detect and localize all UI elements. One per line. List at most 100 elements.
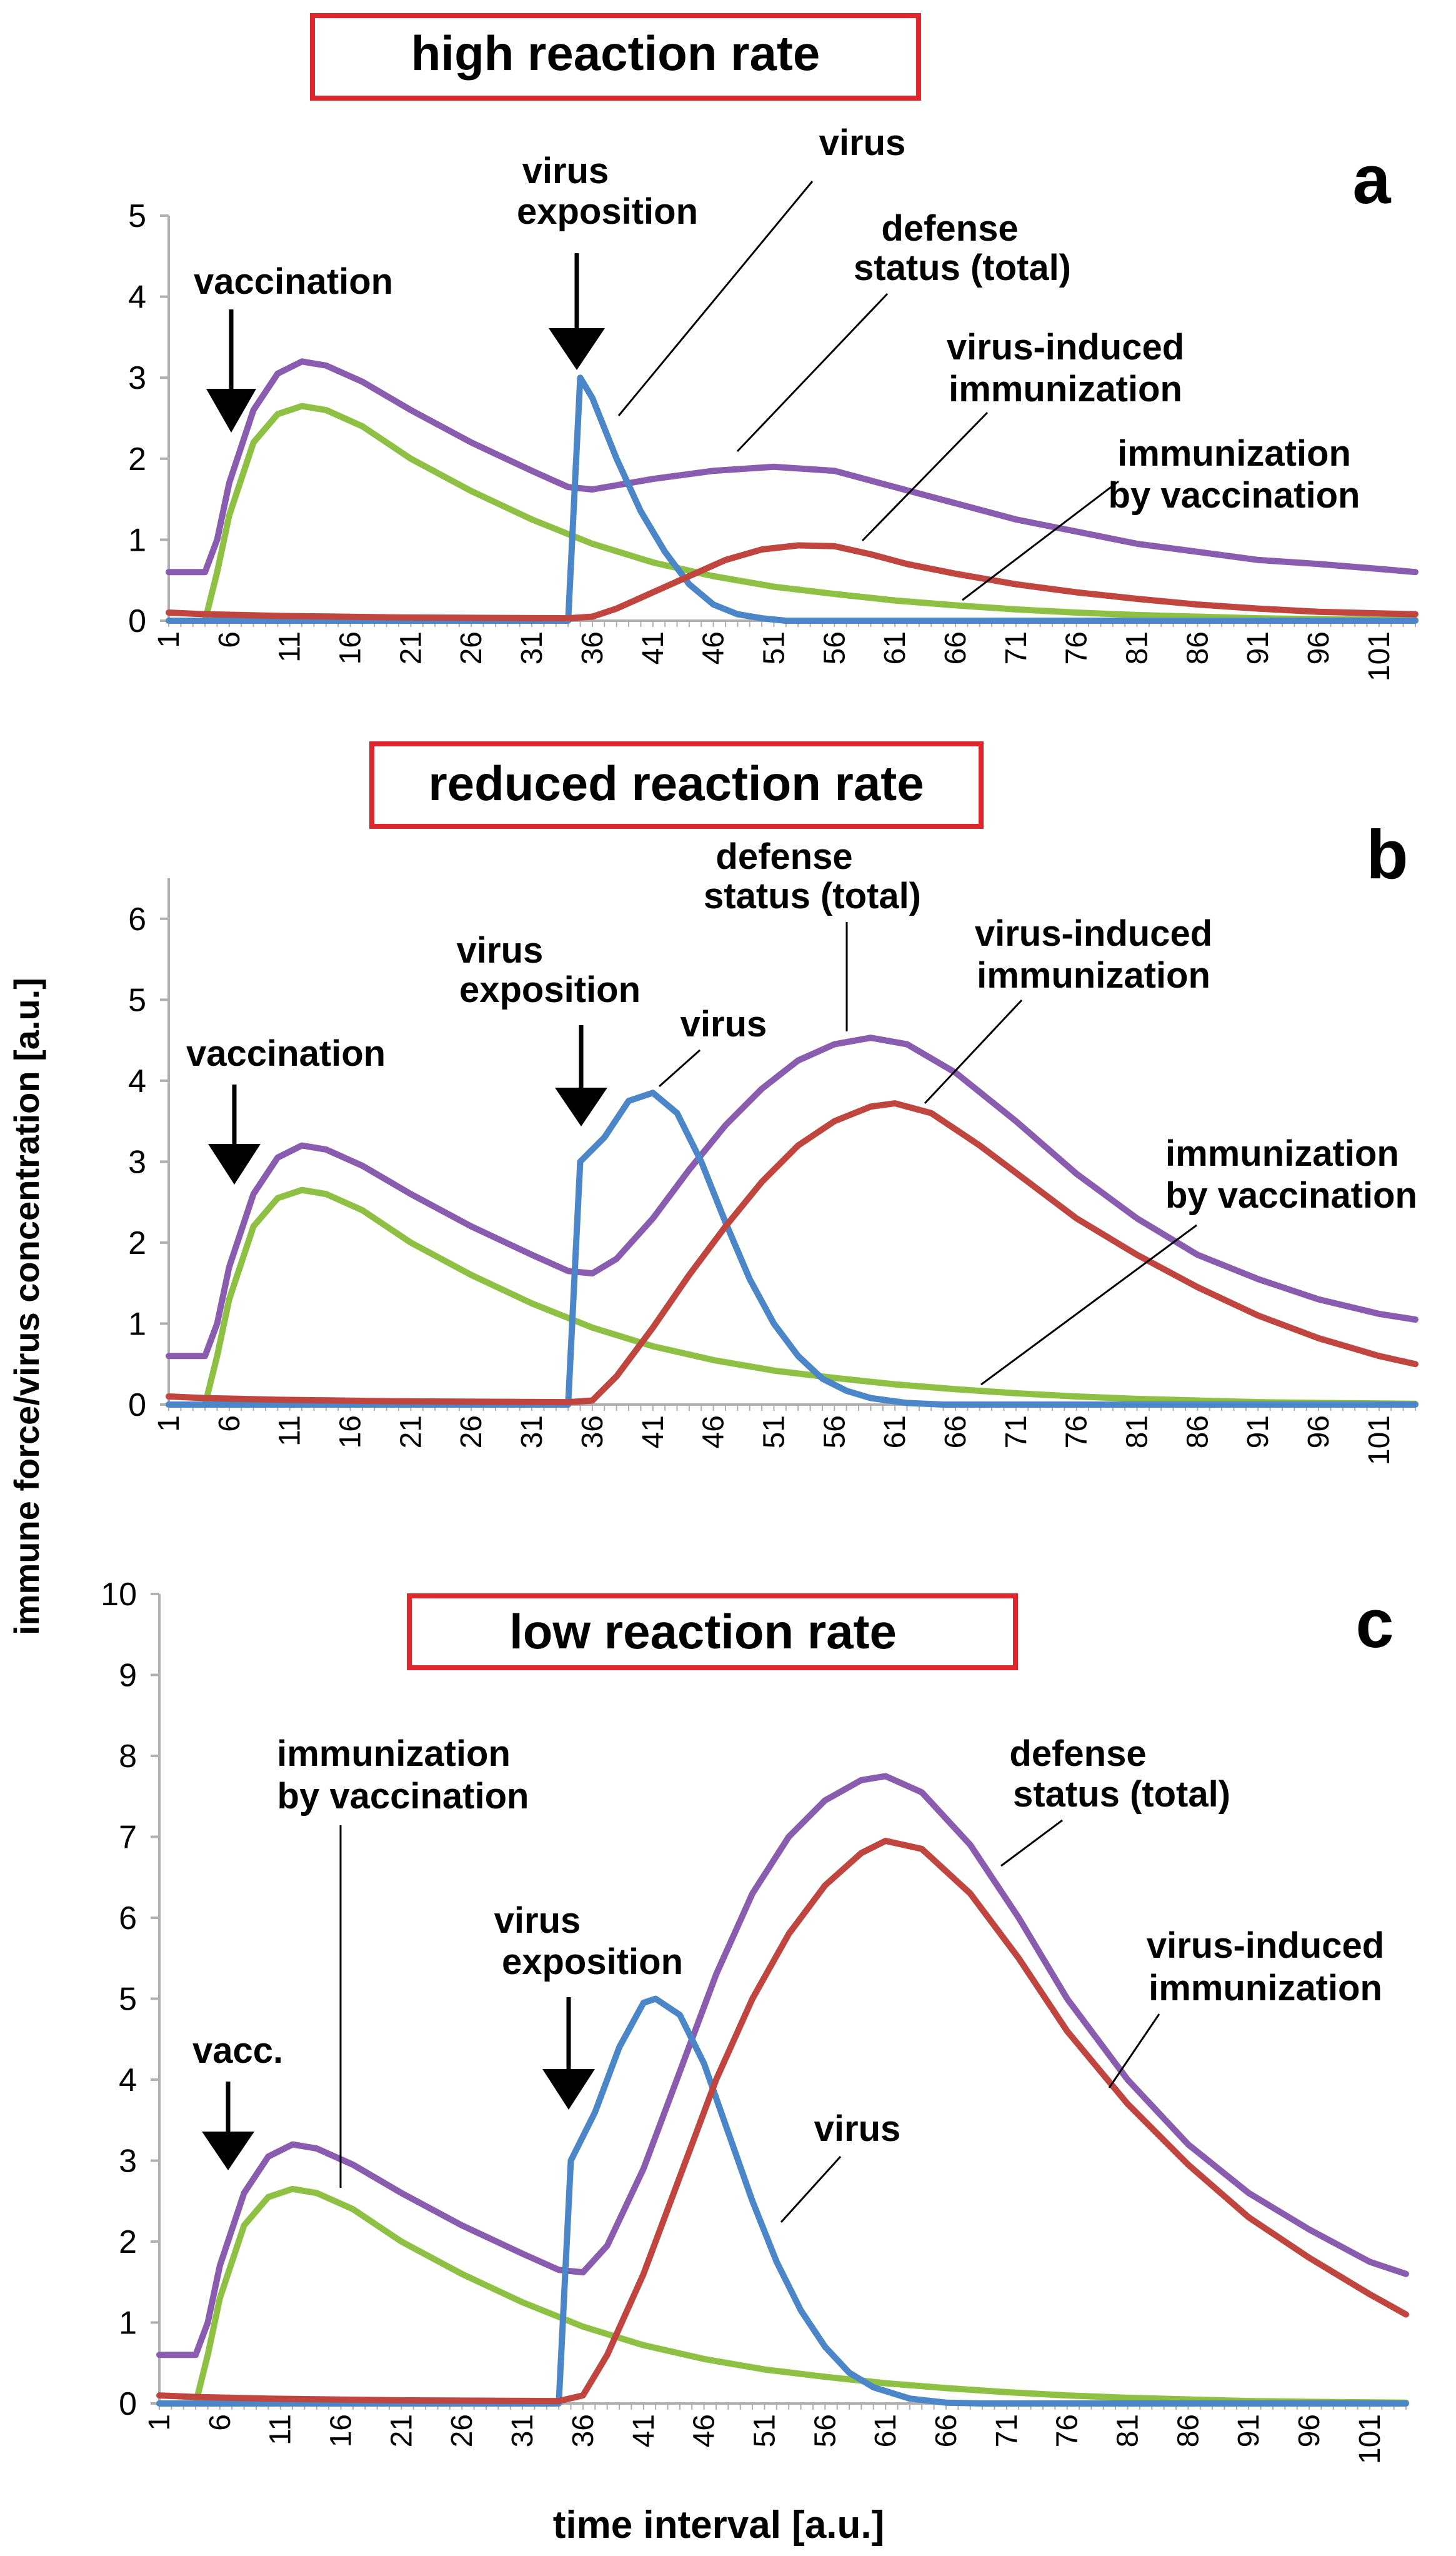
panel-b-x-tick-label: 66 xyxy=(939,1415,972,1448)
panel-c-series-virus xyxy=(156,1995,1409,2407)
panel-b-series xyxy=(166,1035,1419,1408)
panel-a-virus-induced-leader xyxy=(861,411,989,542)
panel-c-x-tick-label: 71 xyxy=(990,2414,1024,2447)
panel-a-title-box xyxy=(310,13,921,101)
panel-b-y-tick-label: 0 xyxy=(128,1387,146,1423)
panel-a-x-tick-label: 36 xyxy=(576,631,609,664)
panel-c-x-tick-label: 1 xyxy=(143,2414,176,2431)
panel-b-annotation-virus-exposition: virus exposition xyxy=(457,930,641,1010)
panel-a-virus-leader xyxy=(617,181,814,416)
panel-a-series-virus xyxy=(166,374,1419,624)
panel-c-y-tick-label: 1 xyxy=(119,2305,137,2342)
panel-b-letter: b xyxy=(1366,816,1408,893)
panel-b-y-tick-label: 4 xyxy=(128,1063,146,1100)
panel-c-y-tick-label: 3 xyxy=(119,2143,137,2180)
panel-b-virus-induced-leader xyxy=(924,999,1023,1105)
panel-c-x-tick-label: 76 xyxy=(1051,2414,1084,2447)
panel-a-x-tick-label: 11 xyxy=(274,631,307,663)
panel-c-x-tick-label: 51 xyxy=(748,2414,781,2447)
panel-b-x-tick-label: 101 xyxy=(1363,1415,1396,1465)
panel-c-annotation-vacc: vacc. xyxy=(192,2030,283,2071)
panel-b-x-tick-label: 61 xyxy=(879,1415,912,1448)
panel-b-annotation-virus: virus xyxy=(681,1004,767,1045)
panel-b-annotation-defense: defense status (total) xyxy=(704,836,921,916)
panel-c-letter: c xyxy=(1355,1585,1394,1662)
panel-a-series-virus-induced-immunization xyxy=(166,542,1419,622)
panel-a-x-tick-label: 76 xyxy=(1060,631,1094,664)
panel-c-series xyxy=(156,1773,1409,2407)
panel-c-y-tick-label: 8 xyxy=(119,1738,137,1775)
panel-b-x-tick-label: 36 xyxy=(576,1415,609,1448)
panel-c-x-tick-label: 101 xyxy=(1354,2414,1387,2464)
panel-a-x-tick-label: 86 xyxy=(1181,631,1214,664)
panel-b-y-tick-label: 1 xyxy=(128,1306,146,1342)
panel-a-annotation-defense: defense status (total) xyxy=(854,208,1071,288)
panel-c-y-tick-label: 10 xyxy=(101,1576,137,1613)
panel-c-series-virus-induced-immunization xyxy=(156,1838,1409,2405)
panel-b-annotation-immunization-vaccination: immunization by vaccination xyxy=(1165,1133,1417,1216)
panel-c-x-tick-label: 31 xyxy=(506,2414,539,2447)
panel-b-x-tick-label: 76 xyxy=(1060,1415,1094,1448)
panel-a-letter: a xyxy=(1352,141,1391,218)
panel-c-x-tick-label: 16 xyxy=(325,2414,358,2447)
panel-a-x-tick-label: 6 xyxy=(213,631,246,648)
panel-b-title: reduced reaction rate xyxy=(428,756,924,811)
panel-c-y-tick-label: 2 xyxy=(119,2224,137,2260)
panel-c-exposition-arrow xyxy=(542,1997,595,2110)
panel-a-title: high reaction rate xyxy=(411,26,820,81)
panel-c-annotation-virus: virus xyxy=(814,2108,901,2149)
panel-c-x-tick-label: 81 xyxy=(1112,2414,1145,2447)
panel-b-annotation-virus-induced: virus-induced immunization xyxy=(975,913,1212,996)
panel-b-title-box xyxy=(369,741,984,829)
panel-a-x-tick-label: 71 xyxy=(1000,631,1033,664)
panel-b-x-tick-label: 86 xyxy=(1181,1415,1214,1448)
panel-c-y-tick-label: 6 xyxy=(119,1900,137,1937)
panel-b-x-tick-label: 51 xyxy=(757,1415,790,1448)
panel-c-vaccination-arrow xyxy=(202,2082,254,2170)
panel-a-annotation-vaccination: vaccination xyxy=(194,261,393,302)
panel-b-series-virus-induced-immunization xyxy=(166,1100,1419,1406)
panel-b-vaccination-arrow xyxy=(208,1085,261,1185)
panel-b-x-tick-label: 41 xyxy=(637,1415,670,1448)
panel-c-y-tick-label: 0 xyxy=(119,2386,137,2422)
panel-c-x-tick-label: 41 xyxy=(627,2414,661,2447)
panel-a-x-tick-label: 56 xyxy=(818,631,851,664)
panel-c-title: low reaction rate xyxy=(509,1604,897,1659)
panel-c-virus-induced-leader xyxy=(1108,2013,1160,2088)
panel-a-series-defense-status-total xyxy=(166,358,1419,576)
panel-c-x-tick-label: 91 xyxy=(1232,2414,1265,2447)
panel-b-y-tick-label: 6 xyxy=(128,901,146,938)
panel-c-annotation-immunization-vaccination: immunization by vaccination xyxy=(277,1733,529,1817)
panel-a-y-tick-label: 3 xyxy=(128,360,146,396)
panel-b-x-tick-label: 96 xyxy=(1302,1415,1335,1448)
panel-a-y-tick-label: 4 xyxy=(128,279,146,316)
panel-a-x-tick-label: 81 xyxy=(1121,631,1154,664)
panel-b-x-tick-label: 6 xyxy=(213,1415,246,1432)
panel-b-x-tick-label: 11 xyxy=(274,1415,307,1446)
x-axis-label: time interval [a.u.] xyxy=(553,2503,885,2547)
panel-b-vaccination-leader xyxy=(980,1224,1197,1386)
panel-c-annotation-virus-induced: virus-induced immunization xyxy=(1147,1925,1384,2008)
panel-c-x-tick-label: 86 xyxy=(1172,2414,1205,2447)
panel-b-x-tick-label: 46 xyxy=(697,1415,730,1448)
panel-c-x-tick-label: 21 xyxy=(385,2414,418,2447)
y-axis-label: immune force/virus concentration [a.u.] xyxy=(7,978,46,1635)
panel-a-defense-leader xyxy=(736,293,889,453)
panel-b-y-tick-label: 2 xyxy=(128,1225,146,1261)
panel-b-x-tick-label: 81 xyxy=(1121,1415,1154,1448)
panel-a-exposition-arrow xyxy=(549,253,605,370)
panel-a-y-tick-label: 0 xyxy=(128,603,146,639)
panel-b-annotation-vaccination: vaccination xyxy=(186,1033,386,1074)
panel-a-y-tick-label: 5 xyxy=(128,198,146,234)
panel-a-y-tick-label: 1 xyxy=(128,522,146,558)
panel-a-x-tick-label: 26 xyxy=(455,631,488,664)
panel-a-y-tick-label: 2 xyxy=(128,441,146,478)
panel-c-y-tick-label: 5 xyxy=(119,1982,137,2018)
panel-b-x-tick-label: 26 xyxy=(455,1415,488,1448)
panel-c-x-tick-label: 56 xyxy=(809,2414,842,2447)
panel-b-y-tick-label: 3 xyxy=(128,1144,146,1180)
panel-a-x-tick-label: 51 xyxy=(757,631,790,664)
